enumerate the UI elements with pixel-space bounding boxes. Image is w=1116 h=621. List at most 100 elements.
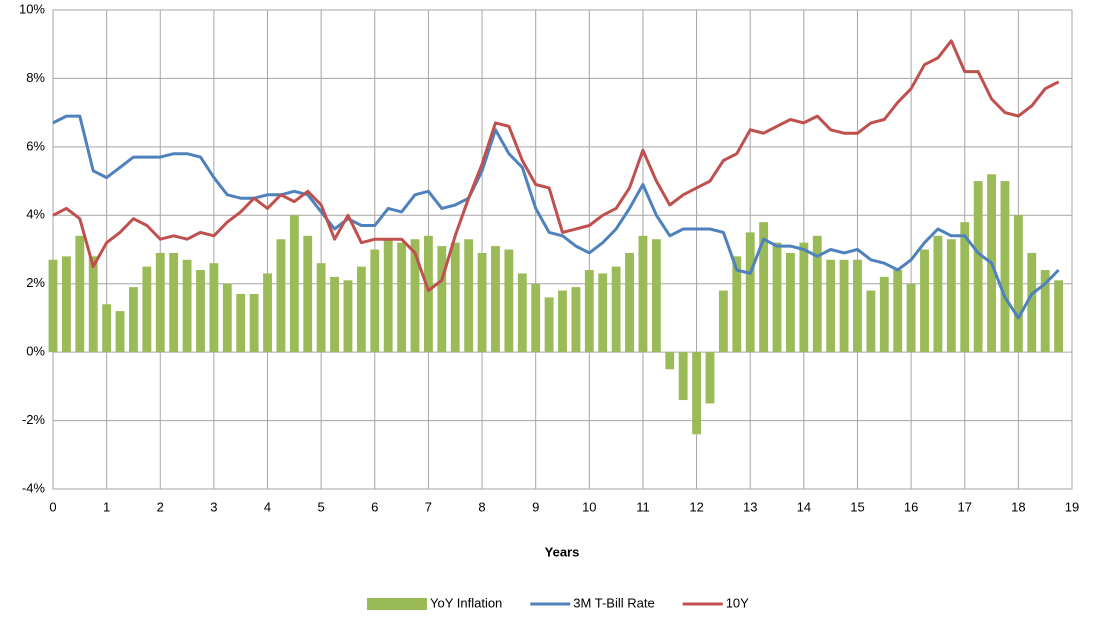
bar <box>222 283 232 353</box>
x-tick-label: 8 <box>478 499 485 514</box>
x-tick-label: 11 <box>636 499 650 514</box>
bar <box>1054 280 1064 353</box>
bar <box>477 252 487 353</box>
x-tick-label: 16 <box>904 499 918 514</box>
bar <box>759 222 769 353</box>
y-tick-label: -4% <box>22 480 46 495</box>
x-tick-label: 5 <box>318 499 325 514</box>
bar <box>115 311 125 353</box>
bar <box>316 263 326 353</box>
bar <box>906 283 916 353</box>
bar <box>370 249 380 353</box>
bar <box>786 252 795 353</box>
x-tick-label: 15 <box>850 499 864 514</box>
bar <box>75 235 85 353</box>
bar <box>504 249 514 353</box>
bar <box>920 249 929 353</box>
bar <box>651 239 661 353</box>
bar <box>450 242 460 353</box>
legend-swatch <box>367 598 427 610</box>
bar <box>491 246 500 353</box>
x-tick-label: 9 <box>532 499 539 514</box>
bar <box>397 242 407 353</box>
bar <box>893 270 903 353</box>
legend-label: YoY Inflation <box>430 595 502 610</box>
bar <box>732 256 742 353</box>
bar <box>1040 270 1050 353</box>
bar <box>665 352 675 370</box>
bar <box>356 266 366 353</box>
bar <box>584 270 594 353</box>
legend-label: 3M T-Bill Rate <box>573 595 654 610</box>
bar <box>196 270 205 353</box>
y-tick-label: -2% <box>22 412 46 427</box>
x-tick-label: 10 <box>582 499 596 514</box>
x-axis-title: Years <box>545 544 580 559</box>
bar <box>879 276 889 353</box>
bar <box>558 290 567 353</box>
bar <box>102 304 112 353</box>
bar <box>303 235 313 353</box>
bar <box>718 290 728 353</box>
y-tick-label: 2% <box>26 275 45 290</box>
line <box>52 114 1060 320</box>
bar <box>571 287 581 353</box>
bar <box>276 239 286 353</box>
x-tick-label: 14 <box>797 499 811 514</box>
bar <box>209 263 219 353</box>
bar <box>799 242 809 353</box>
bar <box>383 239 393 353</box>
bar <box>1013 215 1023 353</box>
bar <box>464 239 474 353</box>
x-tick-label: 7 <box>425 499 432 514</box>
x-tick-label: 6 <box>371 499 378 514</box>
x-tick-label: 4 <box>264 499 271 514</box>
x-tick-label: 18 <box>1011 499 1025 514</box>
bar <box>48 259 58 353</box>
x-tick-label: 0 <box>49 499 56 514</box>
bar <box>263 273 272 353</box>
x-tick-label: 13 <box>743 499 757 514</box>
bar <box>692 352 702 435</box>
bar <box>946 239 956 353</box>
bar <box>249 293 259 353</box>
legend-label: 10Y <box>726 595 749 610</box>
bar <box>772 242 782 353</box>
bar <box>1000 181 1010 353</box>
bar <box>142 266 152 353</box>
bar <box>638 235 648 353</box>
bar <box>169 252 179 353</box>
bar <box>61 256 71 353</box>
bar <box>330 276 339 353</box>
bar <box>866 290 876 353</box>
bar <box>960 222 970 353</box>
bar <box>517 273 527 353</box>
line <box>52 39 1060 293</box>
y-tick-label: 10% <box>19 1 45 16</box>
bar <box>531 283 541 353</box>
bar <box>343 280 353 353</box>
bar <box>933 235 943 353</box>
bar <box>611 266 621 353</box>
y-tick-label: 4% <box>26 207 45 222</box>
bar <box>423 235 433 353</box>
bar <box>598 273 608 353</box>
bar <box>410 239 420 353</box>
y-tick-label: 8% <box>26 70 45 85</box>
bar <box>625 252 634 353</box>
bar <box>155 252 165 353</box>
bar <box>705 352 715 404</box>
bar <box>182 259 192 353</box>
x-tick-label: 1 <box>103 499 110 514</box>
bar <box>678 352 688 401</box>
bar <box>853 259 862 353</box>
x-tick-label: 2 <box>157 499 164 514</box>
y-tick-label: 6% <box>26 138 45 153</box>
y-tick-label: 0% <box>26 344 45 359</box>
bar <box>826 259 836 353</box>
x-tick-label: 19 <box>1065 499 1079 514</box>
bar <box>973 181 983 353</box>
bar <box>745 232 755 353</box>
x-tick-label: 12 <box>689 499 703 514</box>
